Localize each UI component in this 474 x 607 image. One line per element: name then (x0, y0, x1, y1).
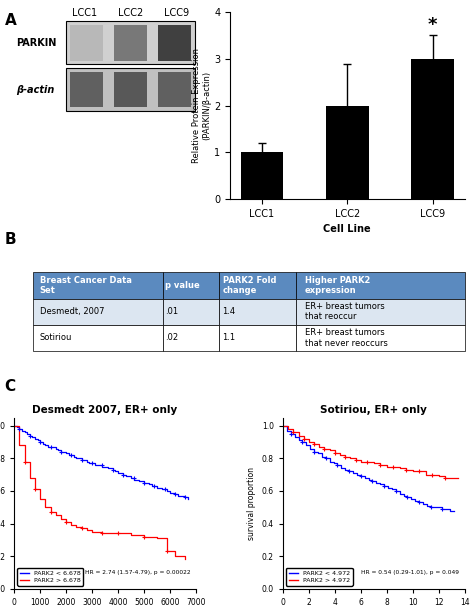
Y-axis label: Relative Protein Expression
(PARKIN/β-actin): Relative Protein Expression (PARKIN/β-ac… (192, 48, 211, 163)
Text: HR = 2.74 (1.57-4.79), p = 0.00022: HR = 2.74 (1.57-4.79), p = 0.00022 (85, 570, 191, 575)
Text: B: B (5, 232, 17, 248)
Text: LCC9: LCC9 (164, 8, 189, 18)
Bar (66, 68, 195, 111)
Bar (66, 21, 195, 64)
Y-axis label: survival proportion: survival proportion (247, 467, 256, 540)
Text: A: A (5, 13, 17, 29)
Text: Sotiriou: Sotiriou (40, 333, 72, 342)
Text: HR = 0.54 (0.29-1.01), p = 0.049: HR = 0.54 (0.29-1.01), p = 0.049 (361, 570, 459, 575)
Text: PARK2 Fold
change: PARK2 Fold change (222, 276, 276, 295)
Legend: PARK2 < 4.972, PARK2 > 4.972: PARK2 < 4.972, PARK2 > 4.972 (286, 568, 353, 586)
Text: 1.1: 1.1 (222, 333, 236, 342)
Text: Breast Cancer Data
Set: Breast Cancer Data Set (40, 276, 131, 295)
Text: .01: .01 (165, 307, 179, 316)
Bar (114, 72, 147, 107)
Legend: PARK2 < 6.678, PARK2 > 6.678: PARK2 < 6.678, PARK2 > 6.678 (18, 568, 83, 586)
Text: ER+ breast tumors
that never reoccurs: ER+ breast tumors that never reoccurs (305, 328, 388, 348)
Text: PARKIN: PARKIN (16, 38, 56, 48)
Text: Higher PARK2
expression: Higher PARK2 expression (305, 276, 370, 295)
Text: 1.4: 1.4 (222, 307, 236, 316)
Bar (70, 72, 103, 107)
Bar (158, 72, 191, 107)
Text: β-actin: β-actin (16, 84, 55, 95)
X-axis label: Cell Line: Cell Line (323, 224, 371, 234)
Text: ER+ breast tumors
that reoccur: ER+ breast tumors that reoccur (305, 302, 384, 321)
Title: Desmedt 2007, ER+ only: Desmedt 2007, ER+ only (32, 405, 178, 415)
Text: .02: .02 (165, 333, 179, 342)
Bar (326, 106, 369, 199)
Text: LCC2: LCC2 (118, 8, 143, 18)
Bar (158, 25, 191, 61)
Bar (70, 25, 103, 61)
Text: Desmedt, 2007: Desmedt, 2007 (40, 307, 104, 316)
Bar (241, 152, 283, 199)
Bar (411, 59, 454, 199)
Title: Sotiriou, ER+ only: Sotiriou, ER+ only (320, 405, 427, 415)
Bar (114, 25, 147, 61)
Text: *: * (428, 16, 438, 34)
Text: p value: p value (165, 281, 200, 290)
Text: LCC1: LCC1 (72, 8, 97, 18)
Text: C: C (5, 379, 16, 395)
